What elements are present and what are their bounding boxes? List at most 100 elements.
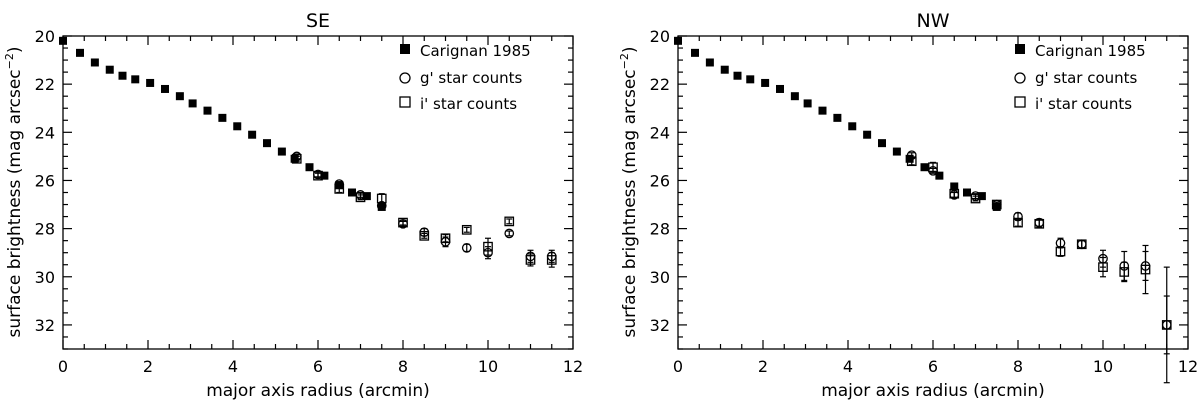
- x-tick-label: 12: [1178, 357, 1198, 376]
- x-tick-label: 0: [673, 357, 683, 376]
- y-axis-label-main: surface brightness (mag arcsec: [620, 69, 640, 337]
- data-point-carignan: [790, 92, 799, 101]
- data-point-carignan: [963, 188, 971, 197]
- chart-title: SE: [306, 10, 330, 32]
- data-point-i-star-counts: [1076, 239, 1087, 250]
- data-point-carignan: [935, 171, 944, 180]
- data-marks: [674, 36, 1172, 384]
- data-point-i-star-counts: [461, 224, 472, 235]
- data-point-carignan: [920, 163, 929, 172]
- x-tick-label: 12: [563, 357, 583, 376]
- x-tick-label: 8: [398, 357, 408, 376]
- data-point-i-star-counts: [504, 216, 515, 227]
- data-point-carignan: [175, 92, 184, 101]
- legend-label-i-star-counts: i' star counts: [1035, 95, 1132, 113]
- data-point-carignan: [733, 71, 742, 80]
- y-tick-label: 30: [650, 268, 670, 287]
- data-point-carignan: [674, 36, 682, 45]
- data-point-i-star-counts: [1161, 320, 1172, 330]
- data-point-i-star-counts: [991, 199, 1002, 210]
- data-point-carignan: [263, 139, 271, 148]
- legend-label-g-star-counts: g' star counts: [420, 69, 523, 87]
- legend-marker-carignan: [1015, 44, 1025, 54]
- data-point-i-star-counts: [1055, 246, 1066, 257]
- data-point-carignan: [248, 130, 257, 139]
- data-point-g-star-counts: [504, 228, 515, 239]
- data-point-carignan: [90, 58, 99, 67]
- data-point-carignan: [691, 48, 699, 57]
- data-point-carignan: [950, 182, 959, 191]
- data-point-i-star-counts: [313, 170, 323, 181]
- y-axis-label: surface brightness (mag arcsec−2): [618, 46, 640, 337]
- x-axis-label: major axis radius (arcmin): [206, 381, 430, 401]
- data-point-carignan: [161, 84, 169, 93]
- data-point-carignan: [776, 84, 784, 93]
- y-tick-label: 22: [35, 75, 55, 94]
- data-point-i-star-counts: [440, 233, 451, 244]
- data-point-i-star-counts: [906, 156, 917, 167]
- legend: Carignan 1985 g' star counts i' star cou…: [399, 42, 531, 113]
- legend-label-g-star-counts: g' star counts: [1035, 69, 1138, 87]
- data-point-carignan: [233, 122, 242, 131]
- x-tick-label: 10: [1093, 357, 1113, 376]
- y-tick-label: 24: [650, 123, 670, 142]
- data-point-carignan: [362, 192, 371, 201]
- y-axis-label-close: ): [620, 46, 640, 53]
- data-point-i-star-counts: [928, 162, 938, 173]
- y-tick-label: 20: [35, 27, 55, 46]
- data-point-carignan: [59, 36, 67, 45]
- legend-label-i-star-counts: i' star counts: [420, 95, 517, 113]
- data-point-carignan: [188, 99, 197, 108]
- data-point-i-star-counts: [970, 193, 981, 204]
- x-tick-label: 10: [478, 357, 498, 376]
- data-point-i-star-counts: [949, 188, 960, 199]
- data-point-carignan: [892, 147, 901, 156]
- y-tick-label: 32: [650, 316, 670, 335]
- data-point-i-star-counts: [376, 193, 387, 204]
- data-point-i-star-counts: [1140, 264, 1151, 275]
- x-tick-label: 2: [758, 357, 768, 376]
- data-point-carignan: [218, 113, 227, 122]
- legend-label-carignan: Carignan 1985: [1035, 42, 1146, 60]
- chart-title: NW: [917, 10, 950, 32]
- data-point-carignan: [76, 48, 84, 57]
- data-point-i-star-counts: [291, 153, 302, 164]
- data-point-g-star-counts: [461, 243, 472, 253]
- y-tick-label: 22: [650, 75, 670, 94]
- data-point-carignan: [863, 130, 872, 139]
- y-tick-label: 30: [35, 268, 55, 287]
- y-tick-label: 32: [35, 316, 55, 335]
- data-point-i-star-counts: [483, 241, 493, 252]
- legend-marker-i-star-counts: [1014, 96, 1026, 108]
- data-point-carignan: [320, 171, 329, 180]
- y-axis-label-close: ): [5, 46, 25, 53]
- data-point-i-star-counts: [419, 230, 430, 241]
- data-point-carignan: [131, 75, 140, 84]
- data-point-carignan: [348, 188, 356, 197]
- data-point-i-star-counts: [355, 192, 366, 203]
- data-point-carignan: [105, 65, 114, 74]
- data-point-carignan: [746, 75, 755, 84]
- legend: Carignan 1985 g' star counts i' star cou…: [1014, 42, 1146, 113]
- y-axis-label-exponent: −2: [618, 53, 631, 69]
- data-point-carignan: [761, 78, 770, 87]
- data-point-carignan: [277, 147, 286, 156]
- x-tick-label: 6: [928, 357, 938, 376]
- data-point-i-star-counts: [546, 255, 557, 265]
- x-tick-label: 0: [58, 357, 68, 376]
- y-tick-label: 24: [35, 123, 55, 142]
- legend-marker-g-star-counts: [1014, 72, 1026, 84]
- x-tick-label: 6: [313, 357, 323, 376]
- data-point-i-star-counts: [334, 184, 345, 194]
- legend-marker-carignan: [400, 44, 410, 54]
- x-tick-label: 4: [843, 357, 853, 376]
- data-point-i-star-counts: [398, 217, 408, 228]
- y-tick-label: 28: [35, 220, 55, 239]
- data-point-carignan: [803, 99, 812, 108]
- y-axis-label-main: surface brightness (mag arcsec: [5, 69, 25, 337]
- data-point-carignan: [118, 71, 127, 80]
